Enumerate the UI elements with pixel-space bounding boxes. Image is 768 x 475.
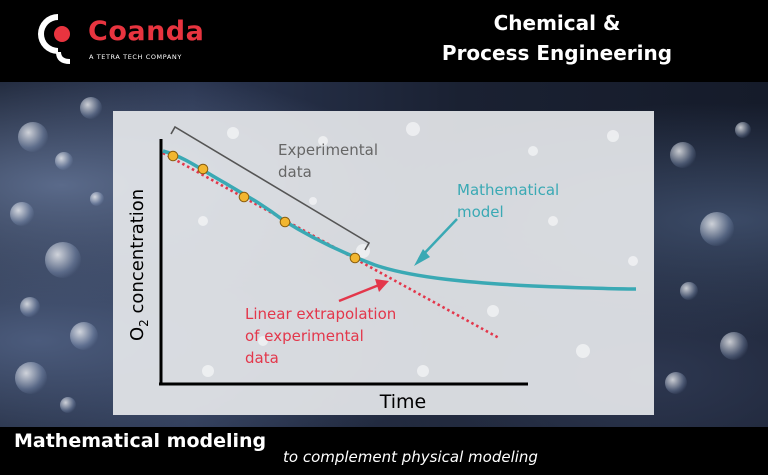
model-label-line2: model (457, 203, 504, 221)
data-point (238, 191, 250, 203)
x-axis-label: Time (379, 391, 427, 413)
page-title-line1: Chemical & (493, 11, 621, 35)
data-point (197, 163, 209, 175)
experimental-points (167, 150, 361, 264)
footer-title: Mathematical modeling (14, 430, 267, 452)
y-axis-label-rest: concentration (127, 189, 148, 319)
extrapolation-label-line1: Linear extrapolation (245, 305, 396, 323)
y-axis-label-subscript: 2 (137, 319, 151, 327)
experimental-data-label: Experimental data (278, 141, 383, 181)
extrapolation-label-line3: data (245, 349, 279, 367)
coanda-logo-icon (38, 14, 70, 64)
extrapolation-label: Linear extrapolation of experimental dat… (245, 305, 401, 367)
data-point (349, 252, 361, 264)
data-point (167, 150, 179, 162)
header-bar: Coanda A TETRA TECH COMPANY Chemical & P… (0, 0, 768, 82)
linear-extrapolation-line (162, 151, 500, 340)
model-arrowhead-icon (414, 249, 430, 266)
footer-bar (0, 427, 768, 475)
concentration-diagram: O2 concentration Time Experimental data … (127, 122, 638, 413)
page-title-line2: Process Engineering (441, 41, 673, 65)
extrapolation-arrow (338, 283, 380, 303)
diagram-panel: O2 concentration Time Experimental data … (113, 111, 654, 415)
footer-subtitle: to complement physical modeling (283, 448, 538, 466)
data-point (279, 216, 291, 228)
mathematical-model-curve (162, 149, 637, 291)
panel-bubbles (198, 122, 638, 377)
extrapolation-label-line2: of experimental (245, 327, 364, 345)
model-label-line1: Mathematical (457, 181, 559, 199)
page-title: Chemical & Process Engineering (412, 8, 702, 68)
y-axis-label: O2 concentration (127, 189, 151, 341)
experimental-label-line1: Experimental (278, 141, 378, 159)
y-axis-label-o: O (127, 327, 148, 341)
extrapolation-arrowhead-icon (375, 279, 389, 292)
experimental-bracket (170, 125, 371, 251)
brand-tagline: A TETRA TECH COMPANY (89, 53, 182, 61)
mathematical-model-label: Mathematical model (457, 181, 564, 221)
brand-name: Coanda (88, 16, 205, 47)
experimental-label-line2: data (278, 163, 312, 181)
